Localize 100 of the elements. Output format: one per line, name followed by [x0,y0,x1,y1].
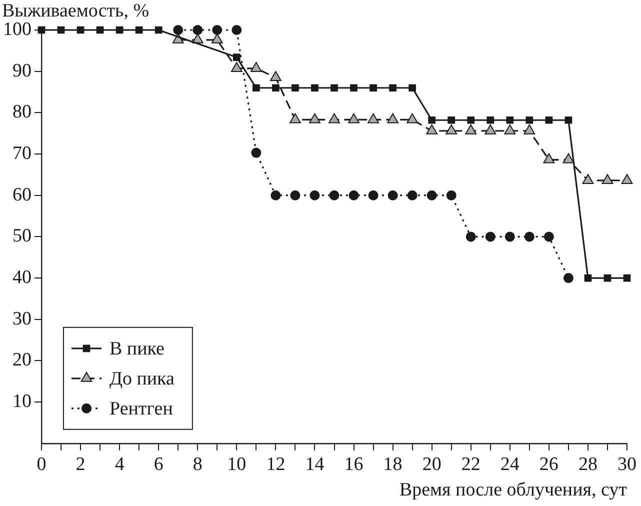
point [448,116,456,124]
point [290,190,300,200]
legend-label: В пике [110,338,164,360]
y-tick-label: 100 [3,18,32,40]
y-tick-label: 60 [12,184,32,206]
point [407,190,418,200]
point [232,54,240,61]
point [348,113,360,124]
y-tick-label: 20 [12,350,32,371]
point [545,116,553,124]
point [310,190,320,200]
point [484,124,496,134]
point [309,113,320,124]
point [76,26,84,34]
point [272,84,280,92]
x-tick-label: 6 [154,454,164,475]
point [604,274,612,282]
point [388,190,398,200]
point [504,124,516,134]
point [623,274,631,282]
y-axis-title: Выживаемость, % [2,0,150,22]
point [251,148,262,158]
x-tick-label: 30 [618,454,636,475]
x-tick-label: 22 [461,454,480,475]
point [57,26,65,34]
x-tick-label: 12 [266,454,286,475]
point [211,33,223,44]
point [270,190,281,200]
x-tick-label: 14 [305,454,325,475]
point [116,26,124,34]
point [426,190,437,200]
point [563,273,574,284]
y-tick-label: 80 [12,102,32,123]
point [564,116,572,124]
point [270,71,282,82]
x-tick-label: 16 [344,454,364,475]
y-tick-label: 90 [12,60,32,82]
point [370,84,377,92]
point [290,113,301,124]
point [544,232,554,242]
point [292,84,299,92]
point [348,190,359,200]
point [368,113,379,124]
y-tick-label: 30 [12,308,32,330]
point [562,153,574,164]
x-tick-label: 28 [578,454,598,475]
point [467,116,475,124]
point [173,25,184,35]
point [232,25,242,35]
point [584,274,592,282]
point [582,174,594,184]
x-axis-title: Время после облучения, сут [399,480,628,501]
point [466,232,476,242]
point [350,84,358,92]
point [311,84,318,92]
x-tick-label: 26 [539,454,558,475]
point [526,116,534,124]
point [602,174,614,184]
point [387,113,398,124]
point [524,232,534,242]
point [465,124,477,134]
x-tick-label: 0 [36,454,46,475]
point [426,124,438,134]
point [524,124,536,134]
point [621,174,633,184]
point [486,116,494,124]
point [485,232,496,242]
point [504,232,515,242]
point [368,190,378,200]
point [543,153,555,164]
x-tick-label: 10 [227,454,246,475]
point [135,26,143,34]
x-tick-label: 24 [500,454,520,475]
x-tick-label: 8 [192,454,202,475]
point [96,26,104,34]
point [328,113,340,124]
x-tick-label: 18 [383,454,402,475]
point [446,124,458,134]
point [428,116,436,124]
point [250,62,262,72]
x-tick-label: 2 [76,454,86,475]
point [406,113,418,124]
y-tick-label: 70 [12,143,32,164]
point [252,84,260,92]
point [506,116,514,124]
legend-label: Рентген [110,398,173,420]
point [330,84,338,92]
point [389,84,396,92]
point [212,25,222,35]
point [408,84,416,92]
point [38,26,46,34]
x-tick-label: 20 [422,454,442,475]
y-tick-label: 10 [12,391,32,412]
x-tick-label: 4 [114,454,125,475]
point [192,25,203,35]
legend-label: До пика [110,368,175,390]
point [230,62,242,72]
y-tick-label: 50 [12,226,32,247]
point [446,190,456,200]
y-tick-label: 40 [12,267,32,288]
